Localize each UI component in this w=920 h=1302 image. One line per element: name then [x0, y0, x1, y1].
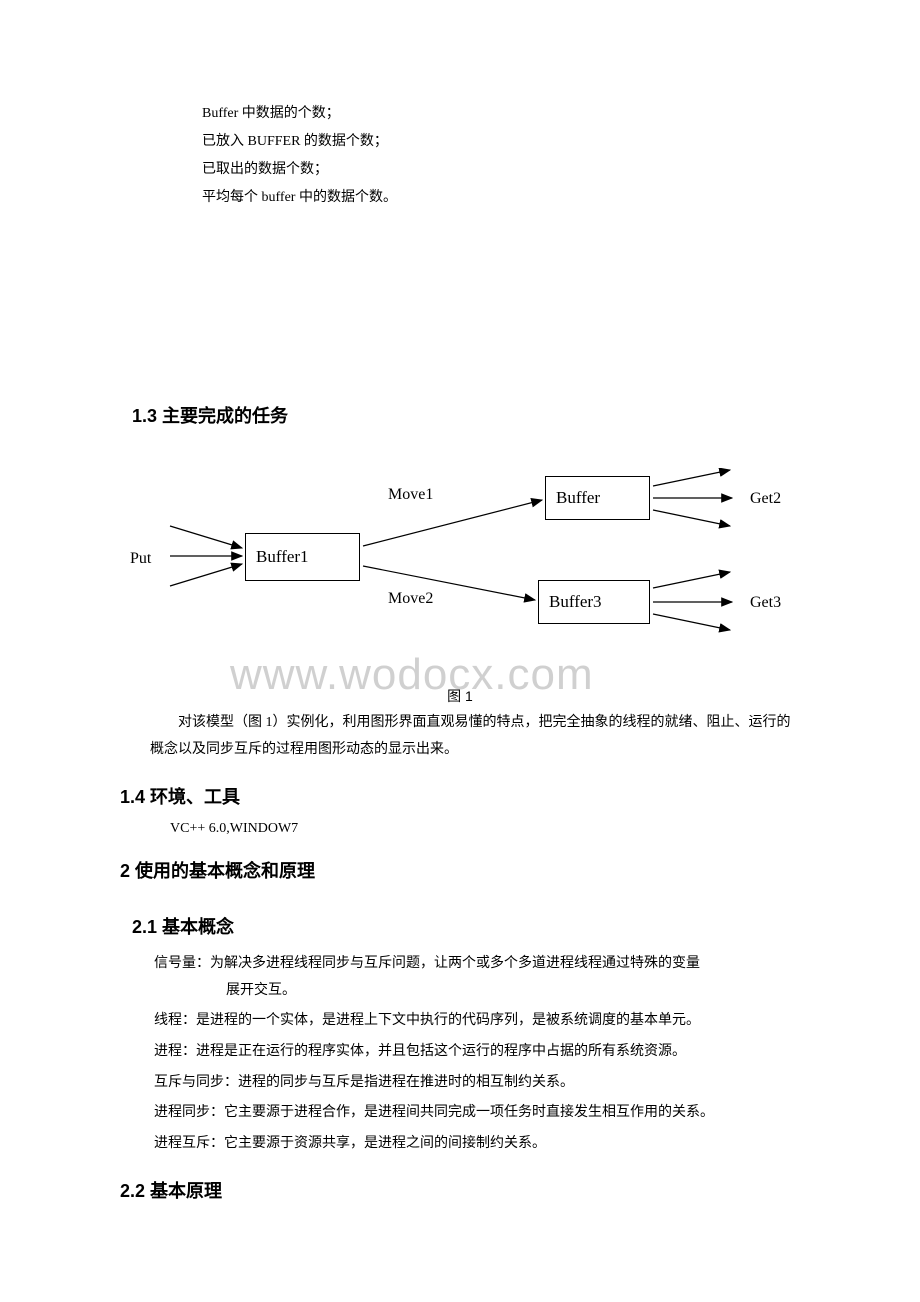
diagram-label-get2: Get2 — [750, 490, 781, 508]
heading-2-2: 2.2 基本原理 — [120, 1177, 800, 1203]
diagram: Buffer1 Buffer Buffer3 Put Move1 Move2 G… — [120, 468, 800, 678]
definitions: 信号量：为解决多进程线程同步与互斥问题，让两个或多个多道进程线程通过特殊的变量展… — [120, 951, 800, 1157]
diagram-box-buffer2: Buffer — [545, 476, 650, 520]
page: Buffer 中数据的个数； 已放入 BUFFER 的数据个数； 已取出的数据个… — [0, 0, 920, 1275]
heading-1-3: 1.3 主要完成的任务 — [132, 402, 800, 428]
diagram-label-get3: Get3 — [750, 594, 781, 612]
heading-1-4: 1.4 环境、工具 — [120, 783, 800, 809]
diagram-box-label: Buffer — [556, 488, 600, 508]
diagram-arrows — [120, 468, 800, 678]
top-list-item: 已放入 BUFFER 的数据个数； — [202, 128, 800, 156]
heading-2-1: 2.1 基本概念 — [132, 913, 800, 939]
def-item: 进程：进程是正在运行的程序实体，并且包括这个运行的程序中占据的所有系统资源。 — [154, 1039, 800, 1066]
after-diagram-para: 对该模型（图 1）实例化，利用图形界面直观易懂的特点，把完全抽象的线程的就绪、阻… — [150, 710, 800, 763]
diagram-label-move1: Move1 — [388, 486, 433, 504]
diagram-box-buffer3: Buffer3 — [538, 580, 650, 624]
def-text: 展开交互。 — [226, 978, 800, 1005]
heading-2: 2 使用的基本概念和原理 — [120, 857, 800, 883]
def-item: 进程同步：它主要源于进程合作，是进程间共同完成一项任务时直接发生相互作用的关系。 — [154, 1100, 800, 1127]
def-text: 信号量：为解决多进程线程同步与互斥问题，让两个或多个多道进程线程通过特殊的变量 — [154, 951, 800, 978]
def-item: 线程：是进程的一个实体，是进程上下文中执行的代码序列，是被系统调度的基本单元。 — [154, 1008, 800, 1035]
env-text: VC++ 6.0,WINDOW7 — [170, 821, 800, 837]
top-list: Buffer 中数据的个数； 已放入 BUFFER 的数据个数； 已取出的数据个… — [202, 100, 800, 212]
def-item: 进程互斥：它主要源于资源共享，是进程之间的间接制约关系。 — [154, 1131, 800, 1158]
diagram-box-label: Buffer3 — [549, 592, 602, 612]
diagram-box-buffer1: Buffer1 — [245, 533, 360, 581]
diagram-label-put: Put — [130, 550, 151, 568]
top-list-item: 已取出的数据个数； — [202, 156, 800, 184]
figure-caption: 图 1 — [120, 686, 800, 706]
top-list-item: 平均每个 buffer 中的数据个数。 — [202, 184, 800, 212]
diagram-label-move2: Move2 — [388, 590, 433, 608]
diagram-box-label: Buffer1 — [256, 547, 309, 567]
def-item: 信号量：为解决多进程线程同步与互斥问题，让两个或多个多道进程线程通过特殊的变量展… — [154, 951, 800, 1004]
def-item: 互斥与同步：进程的同步与互斥是指进程在推进时的相互制约关系。 — [154, 1070, 800, 1097]
top-list-item: Buffer 中数据的个数； — [202, 100, 800, 128]
